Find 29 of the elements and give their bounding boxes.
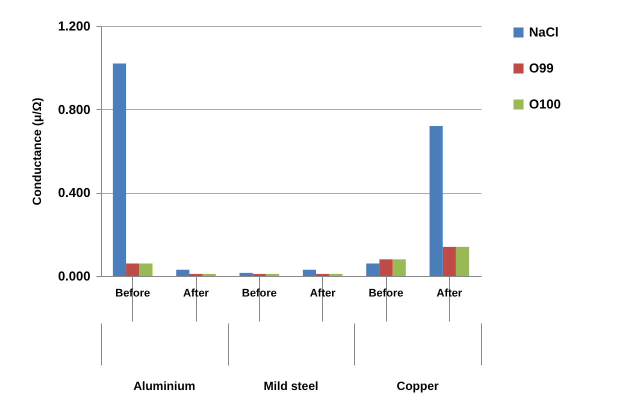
x-tick-label: After	[183, 288, 210, 300]
y-tick-label: 0.000	[58, 268, 90, 284]
bar	[366, 264, 380, 276]
legend-label: O100	[529, 96, 561, 112]
x-tick-label: Before	[115, 288, 150, 300]
bar	[379, 259, 393, 276]
bar	[176, 270, 190, 276]
x-tick-label: After	[436, 288, 463, 300]
bar	[302, 270, 316, 276]
y-tick-label: 1.200	[58, 18, 90, 34]
bar	[112, 64, 126, 276]
bar	[126, 264, 140, 276]
bar	[240, 272, 253, 276]
bar	[392, 259, 406, 276]
text: Mild steel	[264, 379, 318, 393]
bar	[139, 264, 152, 276]
y-axis-title: Conductance (μ/Ω)	[30, 98, 44, 206]
y-tick-label: 0.800	[58, 102, 90, 117]
text: Copper	[396, 379, 439, 393]
bar	[442, 246, 456, 276]
bar	[430, 126, 443, 276]
x-tick-label: After	[310, 288, 336, 300]
text: Aluminium	[133, 379, 196, 393]
legend-label: NaCl	[529, 24, 559, 40]
bar	[456, 246, 470, 276]
x-tick-label: Before	[242, 288, 277, 300]
legend-label: O99	[529, 60, 554, 76]
y-tick-label: 0.400	[58, 185, 90, 200]
x-tick-label: Before	[368, 288, 404, 300]
